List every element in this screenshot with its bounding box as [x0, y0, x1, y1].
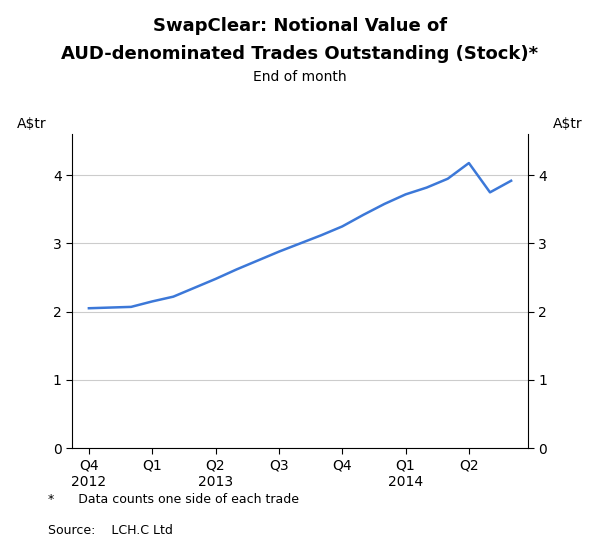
Text: AUD-denominated Trades Outstanding (Stock)*: AUD-denominated Trades Outstanding (Stoc…: [61, 45, 539, 63]
Text: SwapClear: Notional Value of: SwapClear: Notional Value of: [153, 17, 447, 35]
Text: End of month: End of month: [253, 70, 347, 84]
Text: Source:    LCH.C Ltd: Source: LCH.C Ltd: [48, 524, 173, 536]
Text: A$tr: A$tr: [17, 117, 47, 131]
Text: A$tr: A$tr: [553, 117, 583, 131]
Text: *      Data counts one side of each trade: * Data counts one side of each trade: [48, 493, 299, 506]
